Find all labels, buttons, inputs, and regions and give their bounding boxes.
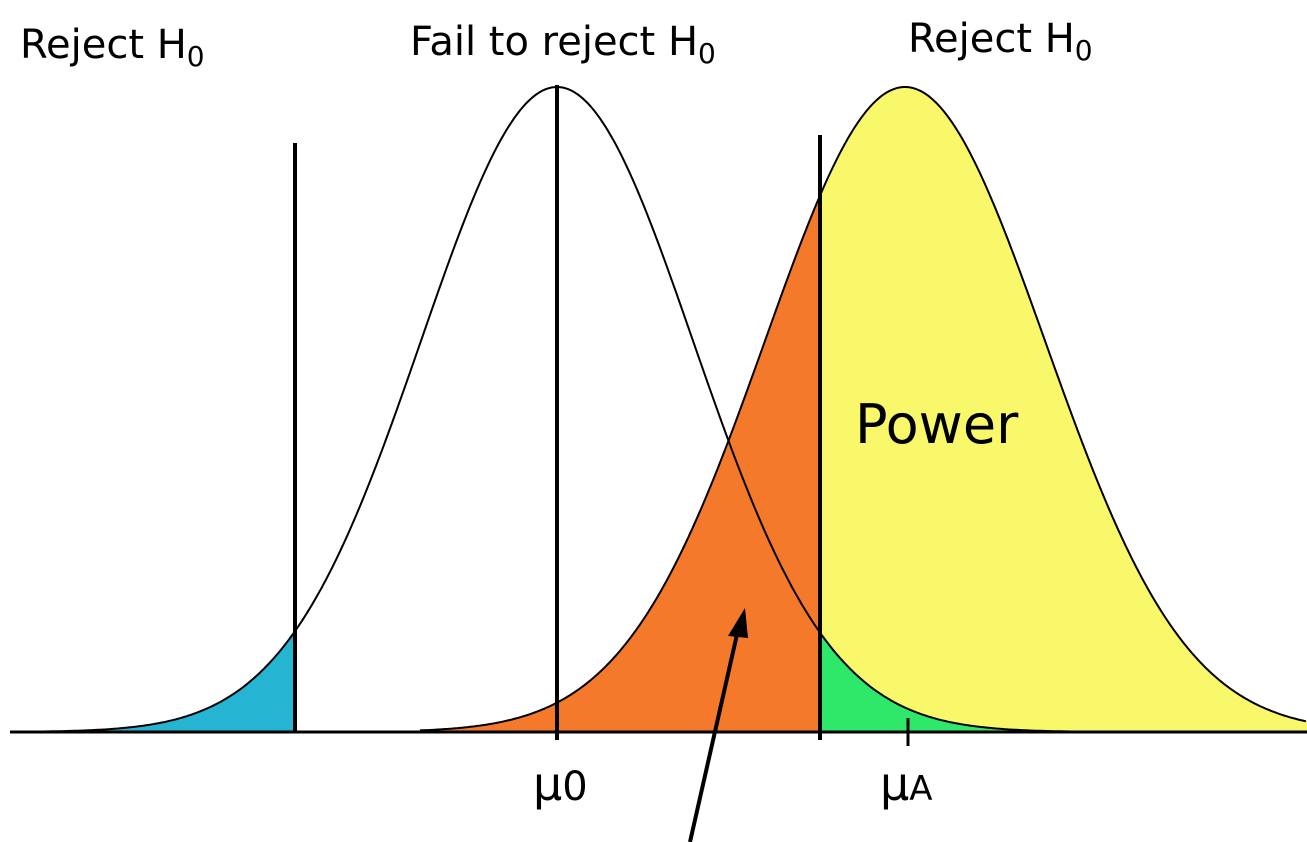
axis-label: μA bbox=[880, 757, 933, 811]
area-label: Power bbox=[855, 393, 1019, 456]
region-label: Reject H0 bbox=[20, 22, 205, 73]
arrow-head bbox=[728, 608, 748, 638]
areas bbox=[10, 87, 1307, 733]
green-area bbox=[820, 632, 1307, 732]
axis-label: μ0 bbox=[533, 757, 588, 811]
alt-curve bbox=[419, 86, 1307, 732]
arrow-shaft bbox=[688, 629, 740, 842]
region-label: Reject H0 bbox=[908, 16, 1093, 67]
yellow-area bbox=[820, 87, 1307, 732]
orange-area bbox=[300, 195, 820, 733]
region-label: Fail to reject H0 bbox=[410, 19, 716, 70]
blue-area bbox=[10, 631, 295, 732]
